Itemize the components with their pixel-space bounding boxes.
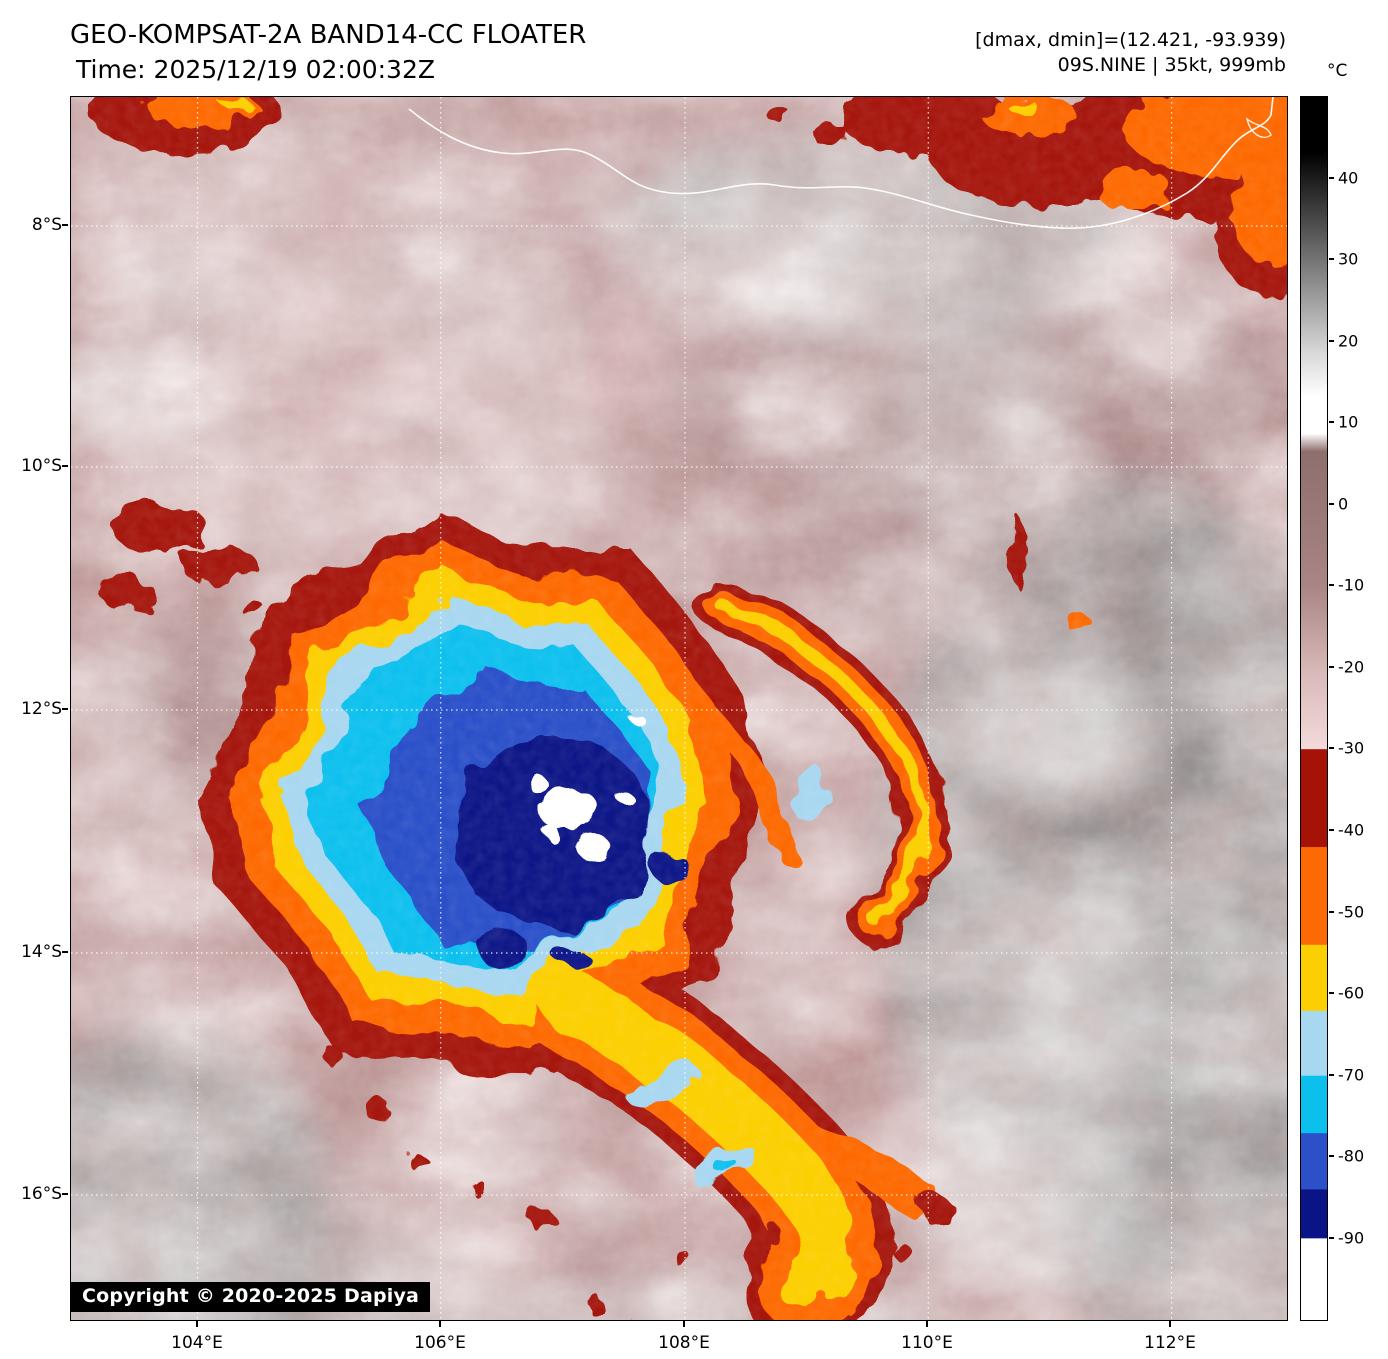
colorbar-tick: [1329, 665, 1334, 668]
y-axis-tick: [62, 708, 68, 710]
colorbar-tick-label: -80: [1338, 1146, 1365, 1166]
y-axis-label: 8°S: [31, 215, 62, 235]
colorbar-tick: [1329, 910, 1334, 913]
colorbar-tick: [1329, 176, 1334, 179]
satellite-map: Copyright © 2020-2025 Dapiya: [70, 96, 1288, 1321]
sensor-grain: [71, 97, 1287, 1320]
colorbar-tick-label: -50: [1338, 902, 1365, 921]
x-axis-label: 108°E: [658, 1333, 710, 1353]
colorbar: [1300, 96, 1328, 1321]
colorbar-tick: [1329, 421, 1334, 423]
page-title: GEO-KOMPSAT-2A BAND14-CC FLOATER: [70, 20, 587, 50]
storm-info: 09S.NINE | 35kt, 999mb: [1057, 54, 1286, 76]
colorbar-tick-label: -40: [1338, 820, 1365, 840]
timestamp: Time: 2025/12/19 02:00:32Z: [76, 55, 435, 84]
colorbar-tick: [1329, 747, 1334, 749]
colorbar-tick-label: -60: [1338, 983, 1365, 1003]
colorbar-tick: [1329, 829, 1334, 831]
coastline-islet: [1245, 117, 1272, 138]
colorbar-tick: [1329, 258, 1334, 260]
y-axis-label: 16°S: [21, 1184, 62, 1204]
colorbar-tick-label: -70: [1338, 1065, 1365, 1084]
dmax-dmin-readout: [dmax, dmin]=(12.421, -93.939): [975, 29, 1286, 51]
y-axis-label: 10°S: [21, 456, 62, 476]
colorbar-tick-label: -10: [1338, 575, 1365, 595]
colorbar-tick: [1329, 584, 1334, 586]
x-axis-label: 112°E: [1144, 1333, 1196, 1353]
x-axis-tick: [683, 1320, 685, 1327]
y-axis-tick: [62, 1193, 68, 1195]
x-axis-label: 104°E: [171, 1333, 223, 1353]
colorbar-unit-label: °C: [1327, 61, 1348, 81]
x-axis-tick: [926, 1320, 928, 1327]
colorbar-tick: [1329, 1155, 1334, 1157]
y-axis-label: 12°S: [21, 699, 62, 719]
colorbar-tick-label: 40: [1338, 168, 1359, 187]
colorbar-tick: [1329, 502, 1334, 505]
y-axis-tick: [62, 951, 68, 953]
y-axis-label: 14°S: [21, 942, 62, 962]
graticule: [71, 97, 1287, 1320]
colorbar-tick: [1329, 339, 1334, 342]
x-axis-tick: [1169, 1320, 1171, 1327]
colorbar-tick: [1329, 1073, 1334, 1076]
x-axis-tick: [439, 1320, 441, 1327]
colorbar-tick: [1329, 992, 1334, 994]
y-axis-tick: [62, 224, 68, 226]
colorbar-tick-label: -30: [1338, 738, 1365, 758]
x-axis-tick: [196, 1320, 198, 1327]
coastline: [408, 97, 1274, 229]
colorbar-tick-label: 20: [1338, 331, 1359, 350]
x-axis-label: 106°E: [414, 1333, 466, 1353]
colorbar-tick-label: 30: [1338, 249, 1359, 269]
satellite-image: [71, 97, 1287, 1320]
header-readouts: [dmax, dmin]=(12.421, -93.939) 09S.NINE …: [975, 28, 1286, 78]
copyright-badge: Copyright © 2020-2025 Dapiya: [71, 1282, 431, 1312]
colorbar-tick-label: -90: [1338, 1228, 1365, 1247]
colorbar-tick: [1329, 1236, 1334, 1239]
x-axis-label: 110°E: [901, 1333, 953, 1353]
colorbar-tick-label: 0: [1338, 494, 1349, 513]
colorbar-tick-label: -20: [1338, 657, 1365, 676]
colorbar-tick-label: 10: [1338, 412, 1359, 432]
y-axis-tick: [62, 465, 68, 467]
